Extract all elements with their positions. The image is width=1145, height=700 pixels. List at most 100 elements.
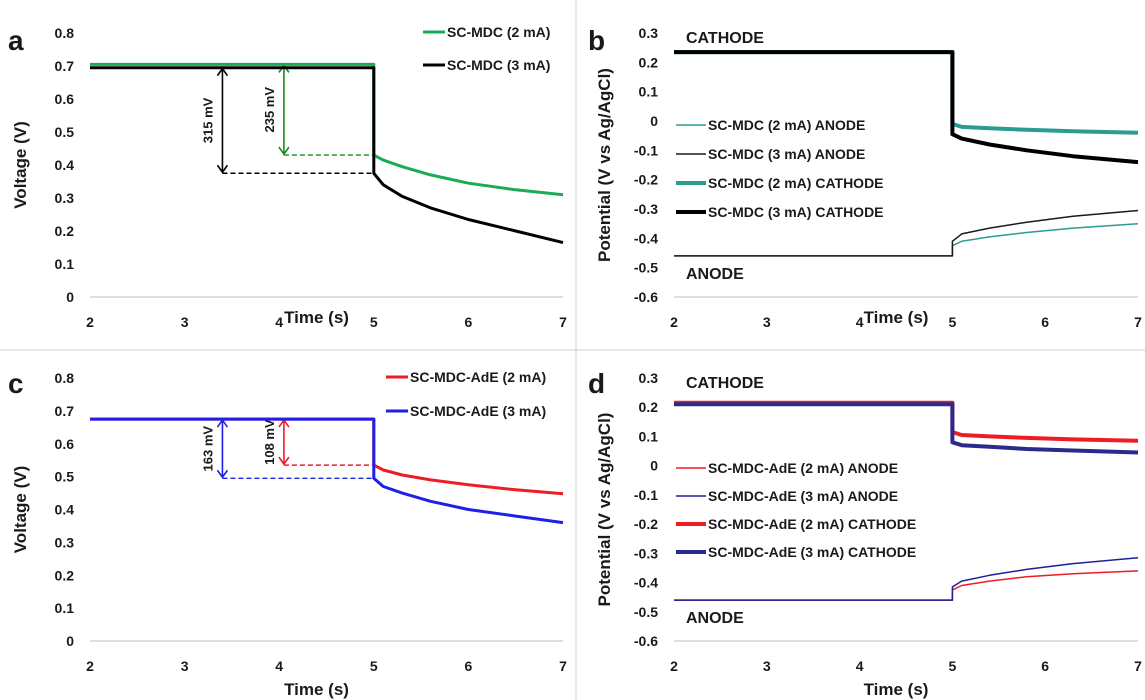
panel-b: b 2 3 4 5 6 7 -0.6 -0.5 -0.4 -0.3 -0.2 -0.1 0 0.1 0.2 0.…	[588, 25, 1142, 330]
legend-entry: SC-MDC (2 mA)	[423, 24, 550, 40]
y-tick-label: 0.2	[55, 567, 75, 583]
y-tick-label: 0.1	[55, 256, 75, 272]
x-tick-label: 4	[856, 314, 864, 330]
y-tick-label: -0.4	[634, 230, 658, 246]
legend-label: SC-MDC (2 mA)	[447, 24, 550, 40]
y-tick-label: 0.3	[639, 25, 659, 41]
y-tick-label: 0.1	[639, 428, 659, 444]
y-tick-label: 0.2	[639, 54, 659, 70]
legend-entry: SC-MDC (3 mA)	[423, 57, 550, 73]
x-tick-label: 7	[1134, 658, 1142, 674]
y-tick-label: 0.2	[639, 399, 659, 415]
drop-annotation-label: 235 mV	[262, 87, 277, 133]
legend-label: SC-MDC-AdE (3 mA) CATHODE	[708, 544, 916, 560]
drop-annotation: 163 mV	[200, 418, 374, 479]
series-line-2	[90, 66, 564, 245]
x-tick-label: 7	[559, 658, 567, 674]
series-line-1	[90, 62, 564, 197]
drop-annotation: 108 mV	[262, 418, 374, 466]
legend-label: SC-MDC-AdE (2 mA) CATHODE	[708, 516, 916, 532]
y-tick-label: 0.3	[55, 534, 75, 550]
x-tick-label: 4	[275, 658, 283, 674]
legend-entry: SC-MDC (3 mA) CATHODE	[676, 204, 884, 220]
legend-label: SC-MDC-AdE (3 mA)	[410, 403, 546, 419]
drop-annotation: 315 mV	[200, 67, 374, 174]
legend-entry: SC-MDC-AdE (2 mA) ANODE	[676, 460, 898, 476]
x-tick-label: 6	[1041, 314, 1049, 330]
legend-entry: SC-MDC-AdE (3 mA) CATHODE	[676, 544, 916, 560]
y-tick-label: 0	[66, 289, 74, 305]
panel-letter-b: b	[588, 25, 605, 56]
x-tick-label: 2	[86, 314, 94, 330]
x-tick-label: 3	[181, 658, 189, 674]
legend-label: SC-MDC (2 mA) ANODE	[708, 117, 865, 133]
drop-annotation-label: 163 mV	[200, 426, 215, 472]
y-tick-label: -0.3	[634, 545, 658, 561]
y-axis-title: Voltage (V)	[11, 466, 30, 554]
legend-label: SC-MDC (3 mA) CATHODE	[708, 204, 884, 220]
legend-entry: SC-MDC (2 mA) CATHODE	[676, 175, 884, 191]
y-tick-label: -0.5	[634, 260, 658, 276]
series-line-1	[674, 570, 1139, 601]
legend-label: SC-MDC (3 mA)	[447, 57, 550, 73]
y-tick-label: -0.4	[634, 575, 658, 591]
x-tick-label: 5	[370, 658, 378, 674]
legend-entry: SC-MDC-AdE (3 mA) ANODE	[676, 488, 898, 504]
legend-entry: SC-MDC (2 mA) ANODE	[676, 117, 865, 133]
legend-label: SC-MDC-AdE (3 mA) ANODE	[708, 488, 898, 504]
y-tick-label: -0.6	[634, 633, 658, 649]
panel-letter-d: d	[588, 368, 605, 399]
legend-entry: SC-MDC (3 mA) ANODE	[676, 146, 865, 162]
x-tick-label: 2	[670, 658, 678, 674]
y-tick-label: 0.5	[55, 124, 75, 140]
panel-letter-a: a	[8, 25, 24, 56]
y-axis-title: Voltage (V)	[11, 121, 30, 209]
legend-entry: SC-MDC-AdE (2 mA) CATHODE	[676, 516, 916, 532]
anode-label: ANODE	[686, 610, 744, 627]
panel-c: c 2 3 4 5 6 7 0 0.1 0.2 0.3 0.4 0.5 0.6 0.7 0.8 Time (s)…	[8, 368, 567, 699]
legend-entry: SC-MDC-AdE (3 mA)	[386, 403, 546, 419]
y-tick-label: 0.1	[639, 84, 659, 100]
panel-a: a 2 3 4 5 6 7 0 0.1 0.2 0.3 0.4 0.5 0.6 0.7 0.8 Time (s)…	[8, 24, 567, 330]
legend-label: SC-MDC-AdE (2 mA)	[410, 369, 546, 385]
cathode-label: CATHODE	[686, 375, 764, 392]
x-tick-label: 6	[1041, 658, 1049, 674]
y-tick-label: 0.7	[55, 58, 75, 74]
series-line-1	[90, 417, 564, 496]
y-tick-label: 0.4	[55, 157, 75, 173]
legend-label: SC-MDC (2 mA) CATHODE	[708, 175, 884, 191]
x-axis-title: Time (s)	[284, 308, 349, 327]
y-tick-label: 0	[650, 458, 658, 474]
x-tick-label: 3	[763, 658, 771, 674]
series-line-2	[674, 209, 1139, 257]
x-axis-title: Time (s)	[864, 680, 929, 699]
y-axis-title: Potential (V vs Ag/AgCl)	[595, 68, 614, 262]
x-tick-label: 3	[181, 314, 189, 330]
y-tick-label: 0.2	[55, 223, 75, 239]
drop-annotation: 235 mV	[262, 63, 374, 156]
y-axis-title: Potential (V vs Ag/AgCl)	[595, 413, 614, 607]
series-line-2	[90, 417, 564, 525]
y-tick-label: 0.7	[55, 403, 75, 419]
x-tick-label: 2	[86, 658, 94, 674]
y-tick-label: 0	[66, 633, 74, 649]
y-tick-label: -0.1	[634, 142, 658, 158]
x-axis-title: Time (s)	[284, 680, 349, 699]
y-tick-label: 0.6	[55, 436, 75, 452]
series-line-4	[674, 50, 1139, 165]
y-tick-label: 0.8	[55, 25, 75, 41]
x-tick-label: 5	[949, 658, 957, 674]
y-tick-label: -0.5	[634, 604, 658, 620]
x-axis-title: Time (s)	[864, 308, 929, 327]
y-tick-label: 0.1	[55, 600, 75, 616]
panel-letter-c: c	[8, 368, 24, 399]
y-tick-label: 0.6	[55, 91, 75, 107]
x-tick-label: 4	[856, 658, 864, 674]
series-line-1	[674, 222, 1139, 257]
y-tick-label: -0.2	[634, 516, 658, 532]
y-tick-label: -0.3	[634, 201, 658, 217]
x-tick-label: 5	[949, 314, 957, 330]
series-line-2	[674, 556, 1139, 601]
x-tick-label: 6	[465, 658, 473, 674]
